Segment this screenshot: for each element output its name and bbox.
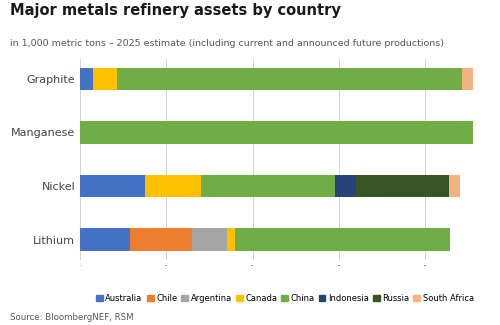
Bar [116,68,462,90]
Bar [80,228,130,251]
Bar [80,121,472,144]
Bar [462,68,472,90]
Bar [201,175,334,197]
Bar [80,68,93,90]
Bar [449,175,460,197]
Bar [334,175,356,197]
Bar [144,175,201,197]
Text: Source: BloombergNEF, RSM: Source: BloombergNEF, RSM [10,313,134,322]
Bar [192,228,226,251]
Legend: Australia, Chile, Argentina, Canada, China, Indonesia, Russia, South Africa: Australia, Chile, Argentina, Canada, Chi… [93,290,477,306]
Bar [234,228,450,251]
Bar [130,228,192,251]
Bar [356,175,449,197]
Bar [226,228,234,251]
Text: Major metals refinery assets by country: Major metals refinery assets by country [10,3,341,18]
Bar [80,175,144,197]
Bar [93,68,116,90]
Text: in 1,000 metric tons – 2025 estimate (including current and announced future pro: in 1,000 metric tons – 2025 estimate (in… [10,39,444,48]
